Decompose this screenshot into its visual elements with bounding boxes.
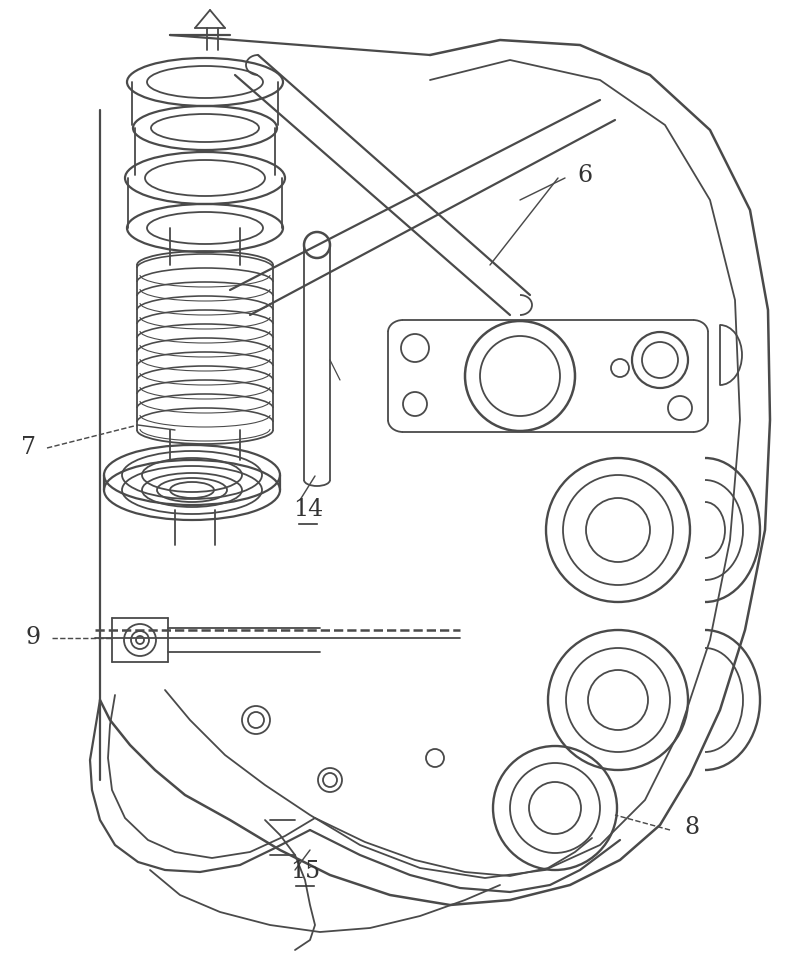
Text: 14: 14 — [293, 499, 323, 521]
Text: 15: 15 — [290, 861, 320, 884]
Text: 8: 8 — [685, 816, 699, 839]
Text: 7: 7 — [21, 436, 35, 459]
Text: 9: 9 — [26, 627, 41, 650]
Text: 6: 6 — [578, 163, 593, 187]
